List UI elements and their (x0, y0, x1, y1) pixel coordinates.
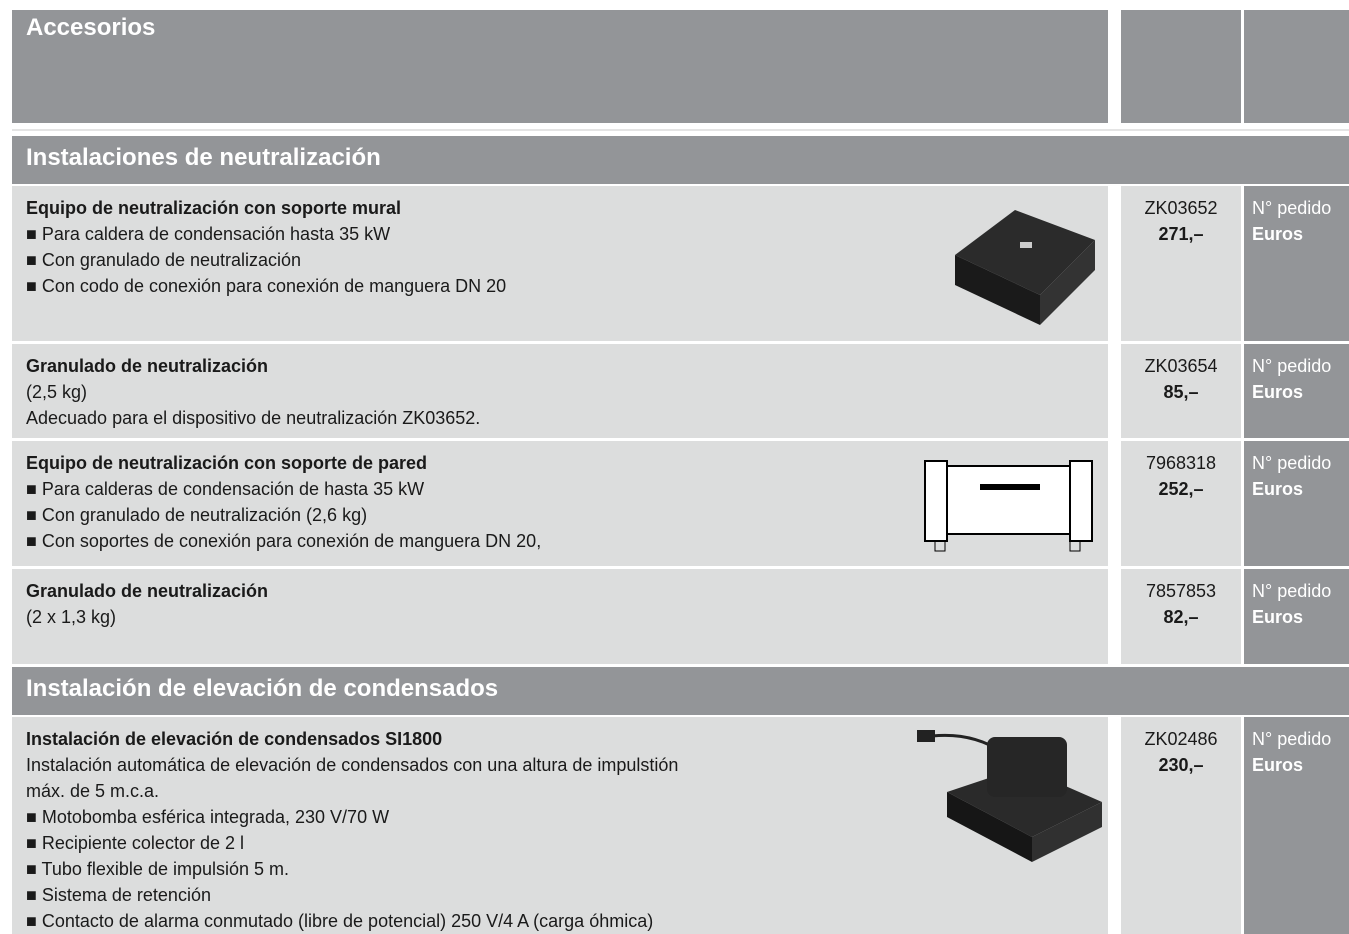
product-drawing (924, 460, 1093, 552)
header-col (1244, 10, 1349, 123)
row-band (12, 344, 1108, 438)
item-line: ■ Sistema de retención (26, 885, 211, 905)
price-label: Euros (1252, 755, 1304, 775)
code-label: N° pedido (1252, 729, 1332, 749)
code-cell (1121, 569, 1241, 664)
item-line: ■ Motobomba esférica integrada, 230 V/70… (26, 807, 390, 827)
header-band (12, 10, 1108, 123)
price-label: Euros (1252, 479, 1304, 499)
header-col (1121, 10, 1241, 123)
item-line: máx. de 5 m.c.a. (26, 781, 160, 801)
price: 230,– (1158, 755, 1204, 775)
row-band (12, 186, 1108, 341)
item-line: ■ Para caldera de condensación hasta 35 … (26, 224, 391, 244)
item-line: (2,5 kg) (26, 382, 88, 402)
section-title: Instalación de elevación de condensados (26, 675, 499, 702)
item-line: Instalación automática de elevación de c… (26, 755, 679, 775)
item-title: Equipo de neutralización con soporte mur… (26, 198, 402, 218)
divider (12, 129, 1349, 131)
code-cell (1121, 717, 1241, 934)
code-label: N° pedido (1252, 453, 1332, 473)
row-band (12, 717, 1108, 934)
price: 82,– (1163, 607, 1199, 627)
section-title: Instalaciones de neutralización (26, 144, 381, 171)
code-label: N° pedido (1252, 581, 1332, 601)
label-cell (1244, 441, 1349, 566)
code: 7968318 (1145, 453, 1217, 473)
price-label: Euros (1252, 607, 1304, 627)
item-line: ■ Contacto de alarma conmutado (libre de… (26, 911, 654, 931)
item-line: (2 x 1,3 kg) (26, 607, 117, 627)
price: 271,– (1158, 224, 1204, 244)
code-cell (1121, 186, 1241, 341)
item-line: ■ Tubo flexible de impulsión 5 m. (26, 859, 290, 879)
item-line: ■ Con soportes de conexión para conexión… (26, 531, 542, 551)
label-cell (1244, 569, 1349, 664)
item-title: Granulado de neutralización (26, 356, 269, 376)
code: ZK02486 (1144, 729, 1218, 749)
section-band (12, 667, 1349, 715)
code-label: N° pedido (1252, 356, 1332, 376)
price: 252,– (1158, 479, 1204, 499)
item-line: ■ Con granulado de neutralización (26, 250, 302, 270)
price-label: Euros (1252, 382, 1304, 402)
section-band (12, 136, 1349, 184)
code-cell (1121, 441, 1241, 566)
label-cell (1244, 344, 1349, 438)
code: ZK03652 (1144, 198, 1218, 218)
item-title: Granulado de neutralización (26, 581, 269, 601)
price-label: Euros (1252, 224, 1304, 244)
code: 7857853 (1145, 581, 1217, 601)
item-title: Instalación de elevación de condensados … (26, 729, 443, 749)
label-cell (1244, 717, 1349, 934)
item-line: ■ Con granulado de neutralización (2,6 k… (26, 505, 368, 525)
product-image (917, 730, 1102, 862)
label-cell (1244, 186, 1349, 341)
header-title: Accesorios (26, 14, 156, 41)
item-line: ■ Para calderas de condensación de hasta… (26, 479, 425, 499)
item-title: Equipo de neutralización con soporte de … (26, 453, 428, 473)
product-image (955, 210, 1095, 325)
code-cell (1121, 344, 1241, 438)
code-label: N° pedido (1252, 198, 1332, 218)
item-line: ■ Con codo de conexión para conexión de … (26, 276, 507, 296)
price: 85,– (1163, 382, 1199, 402)
row-band (12, 569, 1108, 664)
item-line: ■ Recipiente colector de 2 l (26, 833, 244, 853)
code: ZK03654 (1144, 356, 1218, 376)
item-line: Adecuado para el dispositivo de neutrali… (26, 408, 481, 428)
